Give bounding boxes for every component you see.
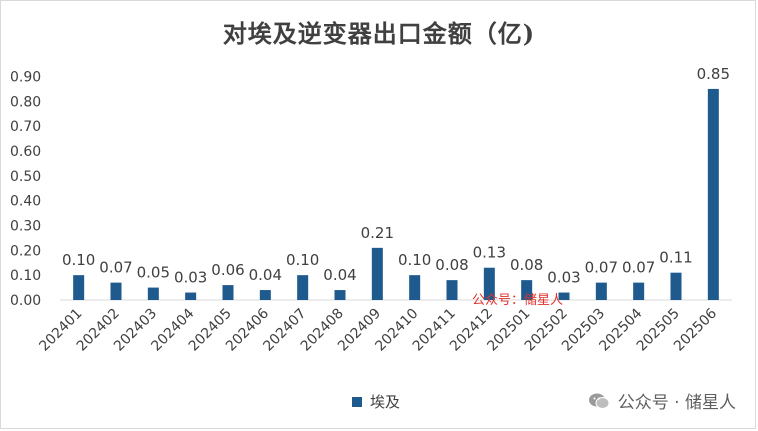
bar <box>185 292 197 300</box>
bar <box>73 275 85 300</box>
bar <box>446 280 458 300</box>
bar <box>259 290 271 300</box>
y-tick-label: 0.20 <box>10 243 41 259</box>
bar <box>371 247 383 300</box>
bar <box>222 285 234 300</box>
data-label: 0.08 <box>435 256 468 274</box>
bar <box>633 282 645 300</box>
y-tick-label: 0.30 <box>10 219 41 235</box>
legend-label: 埃及 <box>370 393 401 411</box>
bar <box>483 267 495 300</box>
bar <box>409 275 421 300</box>
data-label: 0.06 <box>211 261 244 279</box>
data-label: 0.03 <box>174 269 207 287</box>
data-label: 0.13 <box>473 244 506 262</box>
bar <box>334 290 346 300</box>
data-label: 0.08 <box>510 256 543 274</box>
bar <box>521 280 533 300</box>
y-tick-label: 0.50 <box>10 169 41 185</box>
y-tick-label: 0.60 <box>10 144 41 160</box>
bar <box>297 275 309 300</box>
wechat-icon <box>588 393 610 409</box>
data-label: 0.05 <box>137 264 170 282</box>
bar <box>110 282 122 300</box>
bar <box>707 88 719 301</box>
y-tick-label: 0.70 <box>10 119 41 135</box>
data-label: 0.07 <box>99 259 132 277</box>
y-tick-label: 0.90 <box>10 70 41 86</box>
bar <box>147 287 159 300</box>
data-label: 0.21 <box>361 224 394 242</box>
bar <box>558 292 570 300</box>
bar <box>595 282 607 300</box>
data-label: 0.07 <box>622 259 655 277</box>
data-label: 0.07 <box>585 259 618 277</box>
data-label: 0.85 <box>697 65 730 83</box>
legend-swatch <box>352 396 362 407</box>
data-label: 0.03 <box>547 269 580 287</box>
watermark-corner-text: 公众号 · 储星人 <box>617 393 736 413</box>
data-label: 0.11 <box>659 249 692 267</box>
y-tick-label: 0.40 <box>10 194 41 210</box>
data-label: 0.10 <box>398 251 431 269</box>
y-tick-label: 0.10 <box>10 268 41 284</box>
data-label: 0.04 <box>323 266 356 284</box>
chart-title: 对埃及逆变器出口金额（亿) <box>222 19 536 48</box>
watermark-corner: 公众号 · 储星人 <box>588 388 736 413</box>
y-tick-label: 0.80 <box>10 94 41 110</box>
data-label: 0.10 <box>286 251 319 269</box>
data-label: 0.10 <box>62 251 95 269</box>
y-tick-label: 0.00 <box>10 293 41 309</box>
legend: 埃及 <box>352 391 400 412</box>
bar <box>670 272 682 300</box>
data-label: 0.04 <box>249 266 282 284</box>
watermark-red-text: 公众号：储星人 <box>472 293 564 308</box>
